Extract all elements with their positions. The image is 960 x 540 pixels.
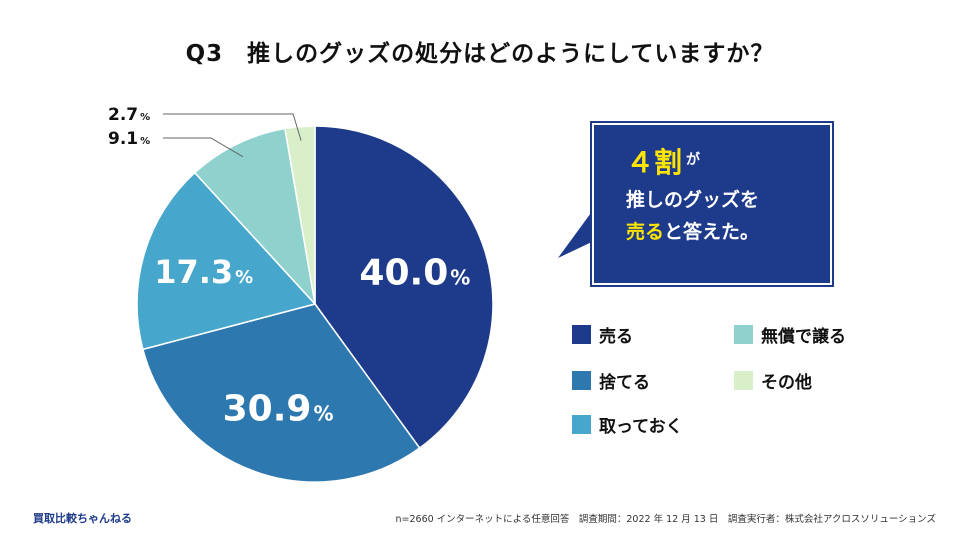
slice-value-label-keep: 17.3% [154,253,253,291]
legend-item-discard: 捨てる [572,368,650,393]
chart-title: Q3 推しのグッズの処分はどのようにしていますか？ [185,41,775,67]
footer-brand: 買取比較ちゃんねる [33,512,132,525]
legend-label: 売る [599,327,633,347]
slice-value-label-sell: 40.0% [359,253,470,294]
callout-big-number: ４割 [626,146,683,179]
legend-swatch [572,325,591,344]
slice-value-label-give-free: 9.1% [108,129,150,149]
legend-item-keep: 取っておく [572,412,683,437]
footer-note: n=2660 インターネットによる任意回答 調査期間：2022 年 12 月 1… [395,514,937,525]
callout-rest: と答えた。 [664,221,760,243]
slice-value-label-discard: 30.9% [223,389,334,430]
legend-swatch [572,415,591,434]
pie-slice-sell [314,125,494,450]
legend-swatch [734,325,753,344]
legend-item-other: その他 [734,368,812,393]
legend-label: 取っておく [599,417,683,437]
pie-slice-give-free [193,127,317,307]
leader-line-other [163,113,302,141]
callout-box: ４割が 推しのグッズを 売ると答えた。 [590,121,834,287]
callout-line-1: ４割が [626,147,830,184]
pie-slice-discard [141,303,421,483]
callout-line-2: 推しのグッズを [626,189,760,211]
legend-item-give-free: 無償で譲る [734,322,846,347]
legend-swatch [734,371,753,390]
leader-line-give-free [163,137,244,158]
legend-item-sell: 売る [572,322,633,347]
pie-slice-other [284,125,316,305]
callout-particle: が [686,152,701,168]
slice-value-label-other: 2.7% [108,105,150,125]
callout-highlight: 売る [626,221,665,243]
legend-swatch [572,371,591,390]
legend-label: その他 [761,373,812,393]
pie-slice-keep [136,171,317,351]
legend-label: 捨てる [599,373,650,393]
legend-label: 無償で譲る [761,327,846,347]
callout-line-3: 売ると答えた。 [626,216,830,248]
